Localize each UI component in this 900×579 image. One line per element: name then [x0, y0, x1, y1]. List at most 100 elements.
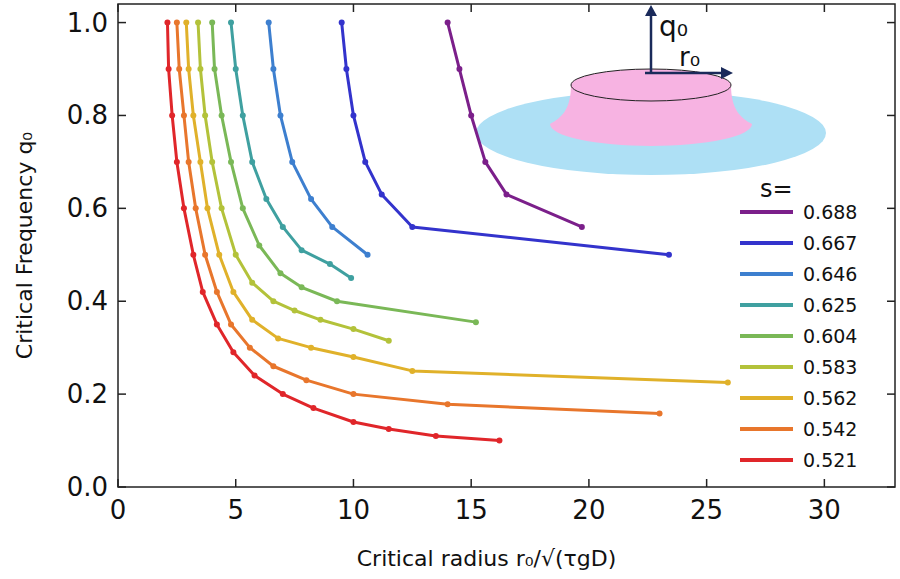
x-tick-label: 30: [808, 495, 841, 525]
point: [348, 275, 354, 281]
legend-label: 0.542: [803, 418, 857, 440]
point: [266, 20, 272, 26]
y-tick: [887, 22, 895, 24]
legend-label: 0.521: [803, 449, 857, 471]
point: [216, 252, 222, 258]
point: [195, 20, 201, 26]
series-line: [198, 23, 389, 341]
x-tick: [588, 4, 590, 12]
x-tick: [470, 4, 472, 12]
q-arrowhead: [645, 5, 657, 16]
x-tick: [824, 479, 826, 487]
cylinder-top: [571, 69, 731, 101]
point: [212, 66, 218, 72]
legend-label: 0.688: [803, 201, 857, 223]
y-tick: [887, 486, 895, 488]
point: [329, 224, 335, 230]
x-tick-label: 20: [572, 495, 605, 525]
point: [277, 270, 283, 276]
point: [299, 284, 305, 290]
legend-swatch: [740, 427, 793, 431]
point: [214, 321, 220, 327]
point: [504, 191, 510, 197]
point: [219, 205, 225, 211]
x-tick-label: 5: [227, 495, 244, 525]
r-arrow: [645, 72, 725, 75]
point: [230, 349, 236, 355]
point: [379, 191, 385, 197]
point: [456, 66, 462, 72]
y-tick: [118, 208, 126, 210]
point: [219, 112, 225, 118]
point: [292, 308, 298, 314]
annotation: q₀: [659, 10, 688, 43]
legend-label: 0.646: [803, 263, 857, 285]
y-axis-title: Critical Frequency q₀: [12, 132, 37, 360]
point: [209, 159, 215, 165]
legend-swatch: [740, 396, 793, 400]
point: [308, 345, 314, 351]
point: [181, 112, 187, 118]
series-line: [231, 23, 351, 278]
point: [202, 252, 208, 258]
y-tick: [118, 393, 126, 395]
point: [362, 159, 368, 165]
x-tick: [117, 479, 119, 487]
x-tick-label: 10: [337, 495, 370, 525]
point: [386, 426, 392, 432]
point: [204, 205, 210, 211]
q-arrow: [650, 12, 653, 73]
frame: [118, 4, 895, 487]
point: [350, 391, 356, 397]
legend-label: 0.667: [803, 232, 857, 254]
point: [228, 321, 234, 327]
legend-swatch: [740, 458, 793, 462]
point: [252, 373, 258, 379]
point: [169, 112, 175, 118]
y-tick: [887, 393, 895, 395]
point: [214, 289, 220, 295]
y-tick-label: 0.0: [67, 472, 108, 502]
point: [343, 66, 349, 72]
legend-label: 0.583: [803, 356, 857, 378]
point: [482, 159, 488, 165]
x-tick: [706, 4, 708, 12]
point: [200, 289, 206, 295]
legend-label: 0.562: [803, 387, 857, 409]
point: [334, 298, 340, 304]
point: [350, 112, 356, 118]
y-tick: [118, 300, 126, 302]
y-tick: [118, 22, 126, 24]
series-line: [177, 23, 660, 414]
point: [249, 159, 255, 165]
legend-swatch: [740, 365, 793, 369]
point: [280, 224, 286, 230]
point: [263, 196, 269, 202]
y-tick: [887, 208, 895, 210]
point: [228, 159, 234, 165]
x-tick: [353, 4, 355, 12]
point: [166, 66, 172, 72]
point: [310, 405, 316, 411]
legend-swatch: [740, 272, 793, 276]
data: [164, 20, 730, 444]
point: [666, 252, 672, 258]
point: [277, 112, 283, 118]
ticks: 0510152025300.00.20.40.60.81.0: [67, 4, 895, 525]
x-tick-label: 15: [455, 495, 488, 525]
point: [445, 20, 451, 26]
point: [365, 252, 371, 258]
point: [197, 66, 203, 72]
point: [308, 196, 314, 202]
x-tick: [235, 4, 237, 12]
x-tick: [353, 479, 355, 487]
point: [174, 20, 180, 26]
point: [350, 419, 356, 425]
point: [299, 247, 305, 253]
point: [202, 112, 208, 118]
y-tick-label: 0.6: [67, 193, 108, 223]
point: [350, 354, 356, 360]
x-tick-label: 25: [690, 495, 723, 525]
legend-label: 0.604: [803, 325, 857, 347]
point: [409, 224, 415, 230]
